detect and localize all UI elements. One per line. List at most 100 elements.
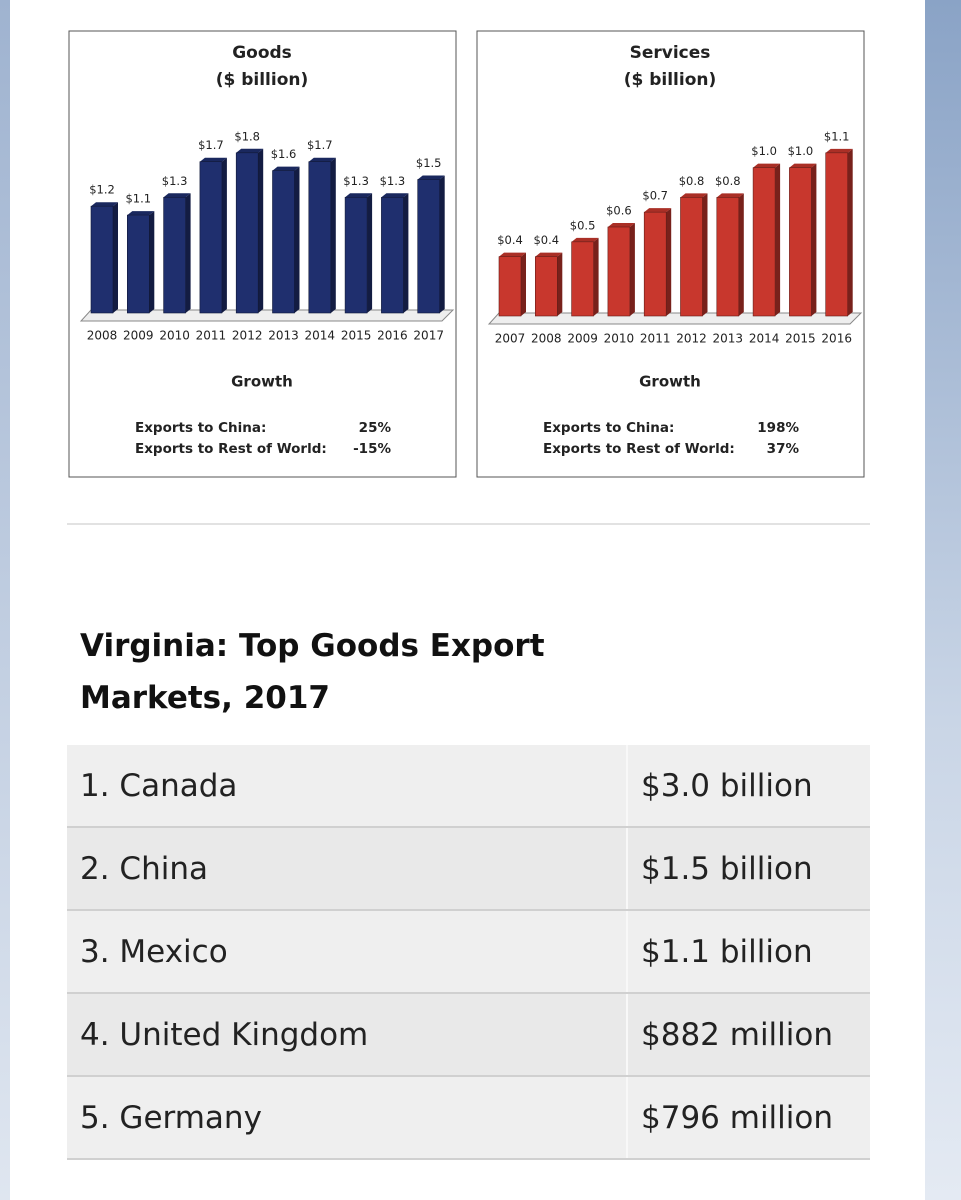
growth-value: -15%: [353, 441, 391, 457]
bar: [235, 152, 259, 314]
x-tick-label: 2010: [159, 329, 190, 343]
bar-side: [149, 211, 155, 313]
value-label: $1.2: [89, 183, 115, 197]
value-label: $1.7: [307, 138, 333, 152]
bar-top: [753, 163, 781, 168]
background-strip: [0, 0, 10, 1200]
markets-table: 1. Canada $3.0 billion 2. China $1.5 billio…: [67, 745, 870, 1160]
growth-value: 198%: [757, 420, 799, 436]
table-row: 2. China $1.5 billion: [67, 827, 870, 911]
bar-top: [571, 237, 599, 242]
value-label: $0.4: [533, 233, 559, 247]
x-tick-label: 2010: [604, 332, 635, 346]
x-tick-label: 2012: [232, 329, 263, 343]
value-label: $1.3: [343, 174, 369, 188]
value-label: $1.0: [788, 144, 814, 158]
table-title: Virginia: Top Goods Export Markets, 2017: [80, 628, 545, 716]
bar-side: [439, 175, 445, 313]
bar-top: [680, 193, 708, 198]
bar-top: [417, 175, 445, 180]
value-label: $1.7: [198, 138, 224, 152]
bar: [344, 197, 368, 314]
market-name: 4. United Kingdom: [67, 993, 627, 1077]
bar-side: [738, 193, 744, 316]
x-tick-label: 2007: [495, 332, 526, 346]
value-label: $1.1: [824, 129, 850, 143]
chart-subtitle: ($ billion): [216, 70, 309, 90]
value-label: $1.8: [234, 129, 260, 143]
market-name: 3. Mexico: [67, 910, 627, 994]
x-tick-label: 2013: [713, 332, 744, 346]
bar-top: [127, 211, 155, 216]
x-tick-label: 2009: [567, 332, 598, 346]
bar-side: [629, 223, 635, 316]
bar: [825, 152, 849, 317]
bar-top: [607, 223, 635, 227]
table-row: 1. Canada $3.0 billion: [67, 745, 870, 828]
bar-side: [847, 148, 853, 316]
growth-label: Exports to China:: [135, 420, 266, 436]
value-label: $0.5: [570, 218, 596, 232]
x-tick-label: 2015: [341, 329, 372, 343]
bar-side: [258, 148, 264, 313]
value-label: $0.7: [642, 189, 668, 203]
bar-top: [308, 157, 336, 162]
growth-label: Exports to Rest of World:: [135, 441, 327, 457]
bar-top: [535, 252, 563, 257]
bar: [498, 256, 522, 317]
bar: [643, 211, 667, 317]
chart-title: Goods: [232, 43, 292, 63]
x-tick-label: 2014: [305, 329, 336, 343]
x-tick-label: 2017: [413, 329, 444, 343]
bar-top: [644, 208, 672, 213]
bar: [381, 197, 404, 314]
background-strip: [925, 0, 961, 1200]
value-label: $1.5: [416, 156, 442, 170]
bar-top: [381, 193, 409, 198]
value-label: $1.3: [380, 174, 406, 188]
bar: [789, 167, 812, 317]
bar-top: [789, 163, 817, 168]
table-row: 4. United Kingdom $882 million: [67, 993, 870, 1077]
bar: [90, 205, 114, 314]
bar-side: [702, 193, 708, 316]
bar-top: [91, 202, 118, 207]
bar-top: [825, 148, 853, 153]
x-tick-label: 2016: [821, 332, 852, 346]
bar: [308, 161, 332, 314]
value-label: $0.8: [679, 174, 705, 188]
bar-side: [294, 166, 300, 313]
table-row: 5. Germany $796 million: [67, 1076, 870, 1160]
value-label: $0.6: [606, 204, 632, 218]
x-tick-label: 2008: [87, 329, 118, 343]
bar-side: [811, 163, 817, 316]
bar-side: [330, 157, 336, 313]
bar-side: [593, 237, 599, 316]
bar: [716, 197, 740, 317]
x-tick-label: 2016: [377, 329, 408, 343]
bar-side: [521, 252, 526, 316]
bar: [163, 197, 186, 314]
x-tick-label: 2008: [531, 332, 562, 346]
bar-top: [236, 148, 264, 153]
value-label: $1.1: [125, 192, 151, 206]
x-tick-label: 2011: [196, 329, 227, 343]
x-tick-label: 2013: [268, 329, 299, 343]
market-value: $1.1 billion: [626, 910, 870, 994]
market-value: $1.5 billion: [626, 827, 870, 911]
bar: [534, 256, 558, 317]
bar: [680, 197, 703, 317]
bar-side: [367, 193, 373, 313]
bar: [607, 226, 631, 317]
bar-top: [345, 193, 373, 198]
bar: [127, 214, 150, 314]
bar-top: [499, 252, 526, 257]
x-tick-label: 2012: [676, 332, 707, 346]
bar-side: [666, 208, 672, 316]
bar-top: [272, 166, 300, 171]
bar-top: [163, 193, 191, 198]
market-value: $3.0 billion: [626, 745, 870, 828]
bar-side: [185, 193, 191, 313]
growth-label: Exports to Rest of World:: [543, 441, 735, 457]
